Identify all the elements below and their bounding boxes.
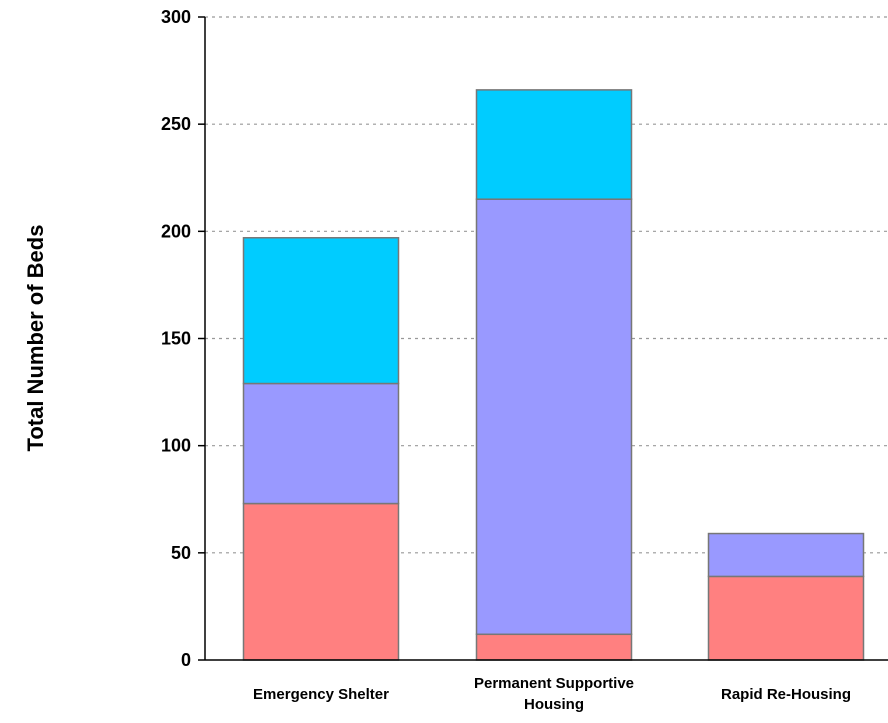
x-category-label: Housing [524,696,584,713]
x-category-label: Emergency Shelter [253,686,389,703]
y-tick-label: 0 [181,650,191,670]
bar-segment [707,575,865,661]
y-axis-title: Total Number of Beds [23,225,48,452]
x-category-label: Rapid Re-Housing [721,686,851,703]
bar-segment [242,502,400,661]
x-category-labels: Emergency Shelter Permanent Supportive Hou… [253,675,851,713]
y-tick-label: 100 [161,436,191,456]
y-tick-label: 150 [161,329,191,349]
y-tick-label: 250 [161,114,191,134]
y-tick-label: 200 [161,221,191,241]
bar-segment [242,382,400,505]
y-tick-labels: 0 50 100 150 200 250 300 [161,7,191,670]
bar-segment [475,89,633,200]
bar-segment [475,198,633,636]
bar-segment [475,633,633,661]
y-tick-label: 300 [161,7,191,27]
bars [242,89,865,661]
bar-segment [242,237,400,385]
bar-segment [707,532,865,578]
x-category-label: Permanent Supportive [474,675,634,692]
y-tick-label: 50 [171,543,191,563]
